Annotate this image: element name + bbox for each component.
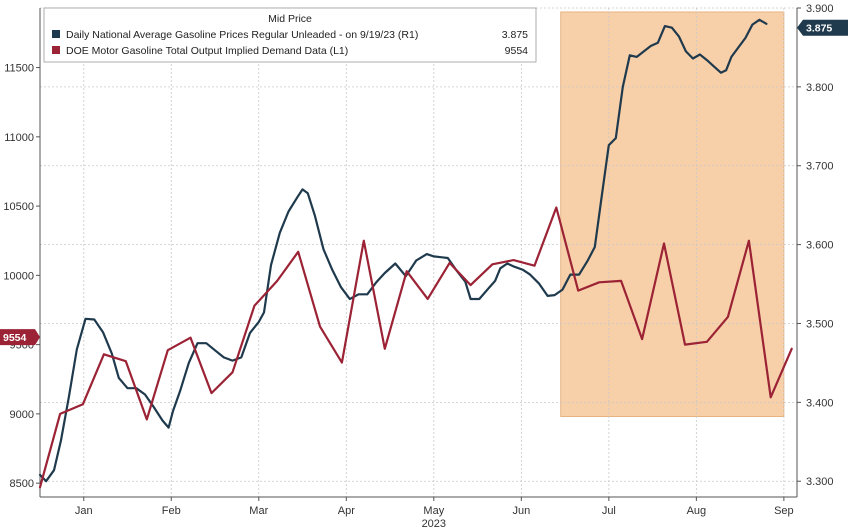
right-tick-label: 3.500 [806,318,834,330]
legend-value-demand: 9554 [505,45,529,57]
x-tick-label: Jan [75,505,93,517]
highlight-region [560,11,785,417]
legend: Mid Price Daily National Average Gasolin… [43,7,537,63]
series-line-gasoline-demand [38,206,793,489]
left-value-badge [0,329,40,346]
right-tick-label: 3.800 [806,82,834,94]
highlight-layer [560,11,785,417]
legend-title: Mid Price [268,13,312,25]
series-line-gasoline-price [38,18,768,483]
right-tick-label: 3.600 [806,240,834,252]
legend-value-price: 3.875 [502,29,528,41]
x-tick-label: Mar [249,505,268,517]
right-tick-label: 3.900 [806,3,834,15]
left-tick-label: 10000 [3,270,34,282]
left-tick-label: 8500 [10,478,34,490]
legend-box [43,7,537,63]
left-value-badge-text: 9554 [3,332,27,344]
x-tick-label: May [423,505,444,517]
left-tick-label: 10500 [3,201,34,213]
right-axis: 3.300 3.400 3.500 3.600 3.700 3.800 3.900 [797,3,834,488]
legend-swatch-demand [52,46,60,54]
legend-label-price: Daily National Average Gasoline Prices R… [66,29,418,41]
left-tick-label: 11500 [4,63,34,75]
value-badges: 9554 3.875 [0,19,848,346]
x-tick-label: Sep [774,505,794,517]
left-tick-label: 9000 [10,409,34,421]
right-tick-label: 3.300 [806,476,834,488]
x-tick-label: Jul [602,505,616,517]
legend-swatch-price [52,30,60,38]
gridlines [40,7,797,497]
left-tick-label: 11000 [4,132,34,144]
x-axis: Jan Feb Mar Apr May Jun Jul Aug Sep 2023 [75,497,794,530]
legend-label-demand: DOE Motor Gasoline Total Output Implied … [66,45,348,57]
right-value-badge-text: 3.875 [806,23,832,35]
x-tick-label: Jun [512,505,530,517]
right-tick-label: 3.700 [806,161,834,173]
right-value-badge [797,19,848,36]
right-tick-label: 3.400 [806,397,834,409]
x-axis-year-label: 2023 [422,518,446,530]
plot-frame [39,8,798,498]
series-layer [38,18,793,489]
x-tick-label: Apr [338,505,355,517]
x-tick-label: Feb [162,505,181,517]
x-tick-label: Aug [687,505,707,517]
